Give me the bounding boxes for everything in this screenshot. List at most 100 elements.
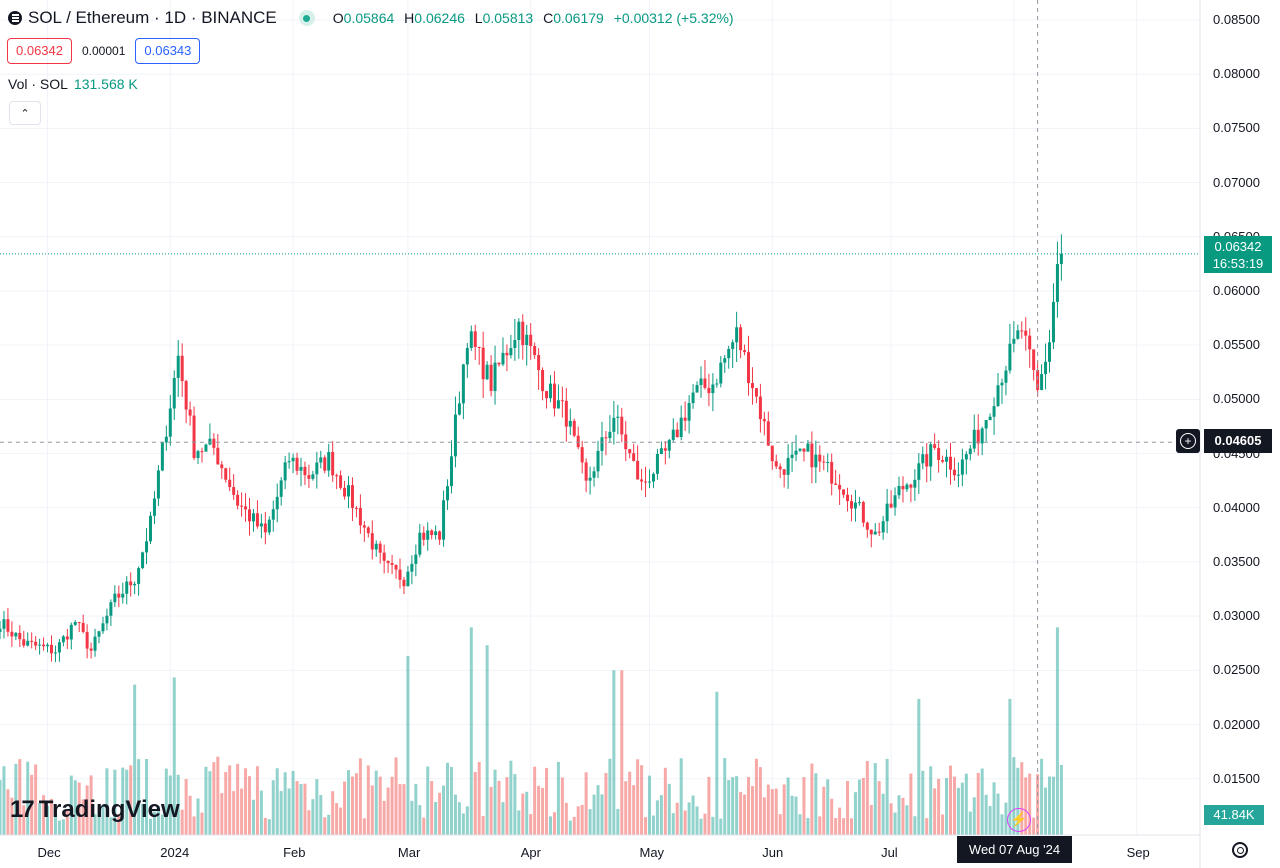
- candle-body: [335, 475, 339, 477]
- price-axis-label: 0.03500: [1213, 553, 1260, 569]
- volume-bar: [172, 677, 176, 835]
- volume-bar: [366, 765, 370, 835]
- candle-body: [244, 506, 248, 510]
- candle-body: [505, 352, 509, 356]
- volume-bar: [556, 761, 560, 835]
- candle-body: [877, 531, 881, 533]
- volume-bar: [434, 801, 438, 835]
- volume-bar: [46, 805, 50, 835]
- volume-bar: [616, 808, 620, 835]
- volume-bar: [1036, 774, 1040, 835]
- volume-bar: [766, 784, 770, 835]
- collapse-legend-button[interactable]: ⌃: [9, 101, 41, 125]
- candle-body: [57, 642, 61, 653]
- volume-bar: [798, 814, 802, 835]
- volume-bar: [473, 771, 477, 835]
- candle-body: [861, 502, 865, 523]
- candle-body: [869, 529, 873, 535]
- volume-bar: [394, 757, 398, 835]
- volume-bar: [176, 774, 180, 835]
- candle-body: [358, 507, 362, 526]
- sell-button[interactable]: 0.06342: [7, 38, 72, 64]
- candle-body: [743, 350, 747, 353]
- candle-body: [1059, 253, 1063, 265]
- volume-bar: [560, 777, 564, 835]
- candle-body: [651, 473, 655, 482]
- candle-body: [315, 462, 319, 475]
- volume-bar: [655, 800, 659, 835]
- candle-body: [307, 475, 311, 479]
- candle-body: [343, 487, 347, 497]
- market-status-icon[interactable]: [298, 10, 315, 26]
- tradingview-logo[interactable]: 17 TradingView: [10, 796, 180, 824]
- volume-bar: [659, 795, 663, 835]
- volume-bar: [937, 778, 941, 835]
- volume-bar: [727, 780, 731, 835]
- candle-body: [541, 370, 545, 392]
- candle-body: [715, 383, 719, 385]
- volume-bar: [477, 761, 481, 835]
- candle-body: [331, 452, 335, 476]
- candle-body: [73, 622, 77, 625]
- candle-body: [446, 486, 450, 501]
- symbol-title[interactable]: SOL / Ethereum · 1D · BINANCE: [28, 8, 277, 27]
- candle-body: [402, 579, 406, 587]
- candle-body: [497, 362, 501, 365]
- candle-body: [960, 459, 964, 475]
- volume-bar: [719, 818, 723, 835]
- menu-icon[interactable]: [8, 11, 22, 25]
- volume-bar: [925, 818, 929, 835]
- volume-bar: [1040, 758, 1044, 835]
- candle-body: [350, 485, 354, 508]
- volume-bar: [81, 799, 85, 835]
- candle-body: [184, 381, 188, 410]
- ohlc-values: O0.05864 H0.06246 L0.05813 C0.06179 +0.0…: [333, 10, 734, 26]
- volume-bar: [109, 817, 113, 835]
- volume-bar: [501, 802, 505, 835]
- candle-body: [473, 331, 477, 347]
- volume-bar: [485, 645, 489, 835]
- volume-bar: [778, 814, 782, 835]
- volume-bar: [315, 779, 319, 835]
- volume-bar: [113, 769, 117, 835]
- candle-body: [196, 451, 200, 459]
- candle-body: [287, 461, 291, 463]
- candle-body: [382, 552, 386, 561]
- volume-bar: [224, 771, 228, 835]
- time-axis-label: Mar: [397, 845, 421, 860]
- last-price-value: 0.06342: [1214, 239, 1262, 254]
- volume-bar: [457, 802, 461, 835]
- volume-bar: [849, 818, 853, 835]
- candle-body: [683, 417, 687, 421]
- candle-body: [806, 443, 810, 452]
- volume-bars: [0, 627, 1063, 835]
- candle-body: [1004, 370, 1008, 383]
- volume-bar: [842, 818, 846, 835]
- volume-bar: [164, 768, 168, 835]
- buy-button[interactable]: 0.06343: [135, 38, 201, 64]
- candle-body: [735, 327, 739, 343]
- volume-bar: [568, 820, 572, 835]
- candle-body: [711, 384, 715, 394]
- candle-body: [1020, 330, 1024, 332]
- price-lines: [0, 0, 1201, 868]
- candle-body: [750, 383, 754, 389]
- candle-body: [489, 364, 493, 391]
- candle-body: [362, 525, 366, 528]
- volume-bar: [180, 809, 184, 835]
- candle-body: [659, 448, 663, 454]
- candle-body: [679, 417, 683, 437]
- candle-body: [925, 454, 929, 467]
- candle-body: [913, 479, 917, 488]
- volume-bar: [877, 781, 881, 835]
- settings-gear-icon[interactable]: [1232, 842, 1248, 858]
- candle-body: [992, 406, 996, 417]
- candle-body: [691, 392, 695, 404]
- add-alert-button[interactable]: +: [1176, 429, 1200, 453]
- candle-body: [501, 352, 505, 365]
- bolt-icon[interactable]: ⚡: [1007, 808, 1031, 832]
- candle-body: [576, 435, 580, 448]
- volume-bar: [1028, 773, 1032, 835]
- candle-body: [968, 448, 972, 455]
